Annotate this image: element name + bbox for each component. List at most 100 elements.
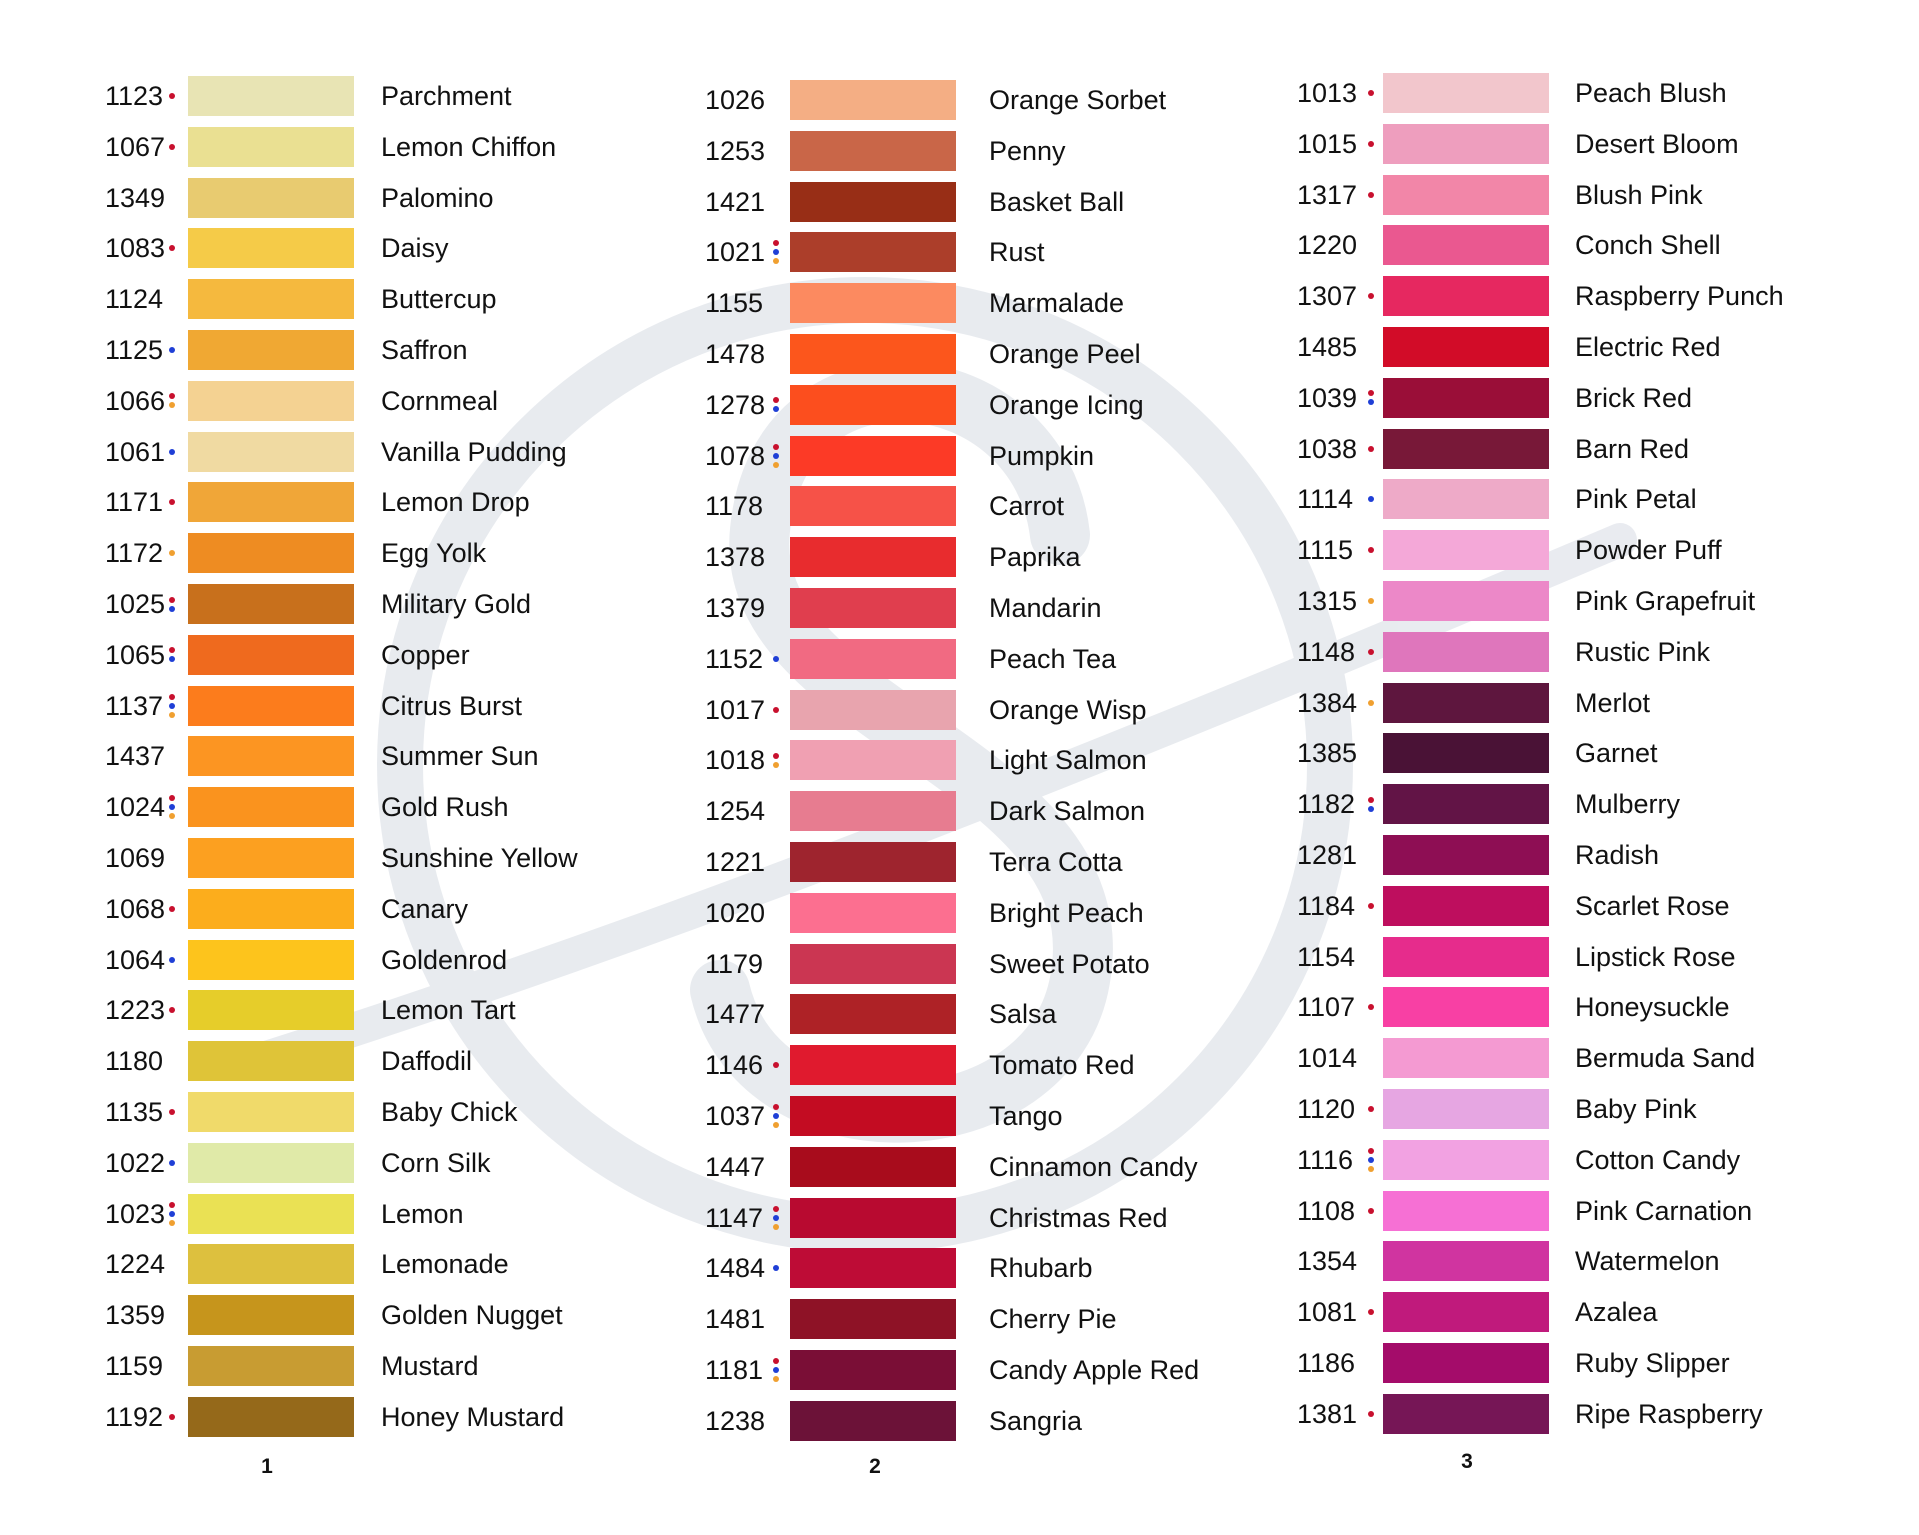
color-swatch	[790, 842, 956, 882]
availability-dots	[771, 80, 781, 120]
orange-dot-icon	[169, 550, 175, 557]
color-row: 1026 Orange Sorbet	[705, 80, 1305, 120]
availability-dots	[167, 635, 177, 675]
availability-dots	[771, 182, 781, 222]
red-dot-icon	[169, 693, 175, 700]
availability-dots	[771, 1096, 781, 1136]
availability-dots	[167, 787, 177, 827]
availability-dots	[167, 1194, 177, 1234]
blue-dot-icon	[169, 656, 175, 663]
color-code: 1038	[1297, 433, 1358, 464]
color-swatch	[1383, 276, 1549, 317]
color-name: Radish	[1575, 840, 1660, 870]
color-row: 1114 Pink Petal	[1297, 479, 1897, 520]
color-row: 1061 Vanilla Pudding	[105, 431, 705, 472]
column-number-1: 1	[261, 1455, 273, 1478]
availability-dots	[1366, 276, 1376, 316]
color-name: Marmalade	[989, 288, 1125, 319]
red-dot-icon	[169, 1109, 175, 1115]
availability-dots	[167, 838, 177, 878]
color-swatch	[188, 1396, 354, 1437]
color-name: Cherry Pie	[989, 1304, 1117, 1335]
color-code: 1064	[105, 944, 166, 975]
color-name: Desert Bloom	[1575, 128, 1739, 159]
color-swatch	[1383, 1393, 1549, 1434]
availability-dots	[771, 994, 781, 1034]
color-swatch	[188, 1193, 354, 1234]
color-swatch	[188, 1346, 354, 1386]
color-name: Summer Sun	[381, 741, 539, 772]
red-dot-icon	[1368, 1147, 1374, 1154]
availability-dots	[1366, 784, 1376, 824]
color-name: Salsa	[989, 999, 1057, 1030]
color-code: 1078	[705, 440, 766, 471]
color-code: 1315	[1297, 586, 1358, 616]
availability-dots	[167, 533, 177, 573]
color-name: Gold Rush	[381, 792, 509, 823]
color-name: Parchment	[381, 81, 512, 111]
color-row: 1152 Peach Tea	[705, 638, 1305, 679]
color-swatch	[1383, 784, 1549, 825]
color-code: 1137	[105, 690, 164, 721]
color-row: 1278 Orange Icing	[705, 384, 1305, 425]
color-row: 1437 Summer Sun	[105, 736, 705, 777]
color-row: 1182 Mulberry	[1297, 784, 1897, 825]
color-name: Christmas Red	[989, 1202, 1168, 1233]
color-code: 1379	[705, 593, 766, 623]
color-name: Orange Sorbet	[989, 85, 1167, 115]
color-name: Goldenrod	[381, 944, 508, 975]
availability-dots	[167, 482, 177, 522]
availability-dots	[1366, 683, 1376, 723]
color-code: 1238	[705, 1405, 766, 1436]
color-swatch	[1383, 581, 1549, 621]
color-name: Cinnamon Candy	[989, 1151, 1198, 1182]
color-swatch	[790, 791, 956, 832]
availability-dots	[771, 486, 781, 526]
color-swatch	[1383, 123, 1549, 164]
color-name: Mandarin	[989, 593, 1102, 623]
availability-dots	[1366, 886, 1376, 926]
red-dot-icon	[773, 240, 779, 247]
color-row: 1120 Baby Pink	[1297, 1089, 1897, 1129]
color-row: 1485 Electric Red	[1297, 327, 1897, 367]
availability-dots	[167, 990, 177, 1030]
color-name: Penny	[989, 135, 1066, 166]
color-swatch	[1383, 835, 1549, 875]
color-swatch	[790, 232, 956, 273]
availability-dots	[771, 1401, 781, 1441]
availability-dots	[167, 686, 177, 726]
red-dot-icon	[1368, 648, 1374, 655]
color-swatch	[188, 838, 354, 878]
availability-dots	[771, 1147, 781, 1187]
color-row: 1378 Paprika	[705, 537, 1305, 578]
color-swatch	[790, 1350, 956, 1390]
color-swatch	[790, 435, 956, 476]
availability-dots	[167, 1143, 177, 1183]
color-code: 1069	[105, 843, 166, 873]
color-swatch	[1383, 631, 1549, 672]
color-code: 1125	[105, 335, 164, 365]
availability-dots	[771, 690, 781, 730]
color-code: 1220	[1297, 230, 1358, 261]
color-swatch	[1383, 174, 1549, 215]
color-name: Rust	[989, 237, 1045, 268]
color-name: Vanilla Pudding	[381, 436, 567, 467]
availability-dots	[1366, 1343, 1376, 1383]
color-name: Cornmeal	[381, 385, 499, 416]
color-code: 1281	[1297, 840, 1358, 870]
color-name: Conch Shell	[1575, 230, 1721, 261]
color-swatch	[1383, 479, 1549, 520]
color-swatch	[1383, 377, 1549, 418]
color-code: 1081	[1297, 1297, 1358, 1328]
availability-dots	[1366, 124, 1376, 164]
color-row: 1385 Garnet	[1297, 733, 1897, 774]
color-row: 1421 Basket Ball	[705, 181, 1305, 222]
color-swatch	[790, 384, 956, 425]
blue-dot-icon	[169, 1159, 175, 1166]
color-name: Sangria	[989, 1405, 1083, 1436]
red-dot-icon	[1368, 191, 1374, 198]
color-row: 1179 Sweet Potato	[705, 943, 1305, 984]
color-row: 1315 Pink Grapefruit	[1297, 581, 1897, 621]
blue-dot-icon	[773, 655, 779, 662]
color-code: 1221	[705, 847, 766, 877]
